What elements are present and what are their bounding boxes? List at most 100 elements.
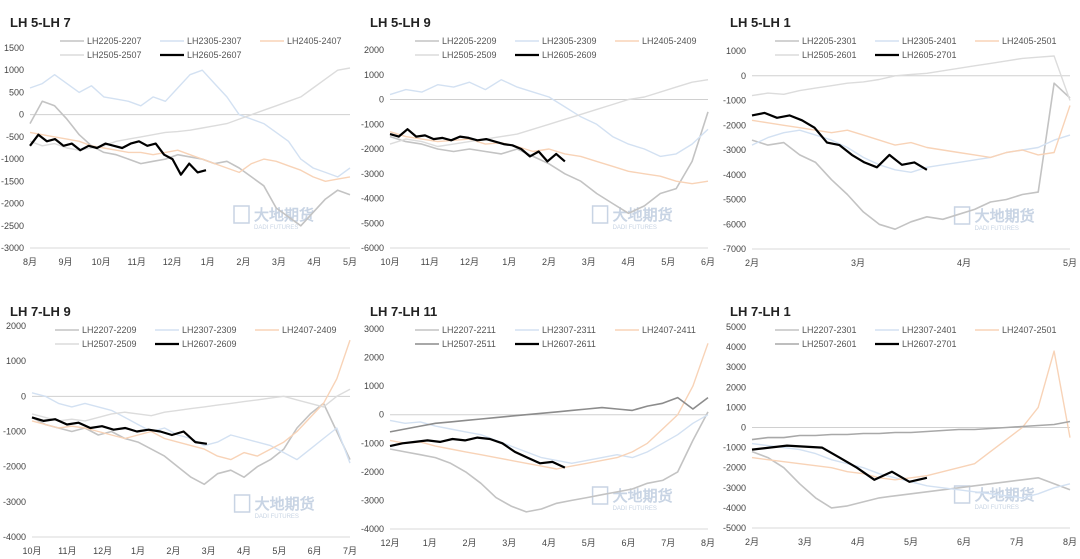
y-tick-label: -3000 <box>361 495 384 505</box>
x-tick-label: 7月 <box>1010 537 1024 547</box>
x-tick-label: 2月 <box>745 537 759 547</box>
legend-label: LH2305-2309 <box>542 36 597 46</box>
series-line-lh2605-2701 <box>751 111 928 171</box>
legend-label: LH2205-2301 <box>802 36 857 46</box>
series-line-lh2305-2401 <box>751 129 1071 174</box>
x-tick-label: 12月 <box>380 538 399 548</box>
y-tick-label: 2000 <box>726 382 746 392</box>
watermark-text: 大地期货 <box>613 487 673 505</box>
y-tick-label: 5000 <box>726 322 746 332</box>
x-tick-label: 3月 <box>272 257 286 267</box>
x-tick-label: 2月 <box>166 546 180 556</box>
watermark-text: 大地期货 <box>254 206 314 224</box>
series-line-lh2407-2409 <box>31 339 351 461</box>
x-tick-label: 6月 <box>621 538 635 548</box>
chart-panel-5: LH 7-LH 11 3000 2000 1000 0 -1000 -2000 -3000 -4… <box>361 304 715 548</box>
legend-label: LH2307-2311 <box>542 325 596 335</box>
legend-label: LH2307-2401 <box>902 325 957 335</box>
y-tick-label: -6000 <box>361 243 384 253</box>
legend-label: LH2507-2511 <box>442 339 496 349</box>
x-tick-label: 4月 <box>621 257 635 267</box>
watermark-logo-icon <box>591 486 609 505</box>
y-tick-label: -5000 <box>723 195 746 205</box>
y-tick-label: -3000 <box>723 483 746 493</box>
x-tick-label: 6月 <box>957 537 971 547</box>
x-tick-label: 8月 <box>701 538 715 548</box>
series-line-lh2607-2609 <box>31 416 208 445</box>
y-tick-label: -6000 <box>723 219 746 229</box>
y-tick-label: -2500 <box>1 221 24 231</box>
series-line-lh2505-2509 <box>389 79 709 148</box>
y-tick-label: -4000 <box>3 532 26 542</box>
watermark-logo-icon <box>233 205 250 224</box>
x-tick-label: 5月 <box>582 538 596 548</box>
legend-label: LH2407-2409 <box>282 325 337 335</box>
series-line-lh2505-2507 <box>29 67 351 151</box>
y-tick-label: 1000 <box>4 65 24 75</box>
x-tick-label: 5月 <box>904 537 918 547</box>
chart-panel-3: LH 5-LH 1 1000 0 -1000 -2000 -3000 -4000 -5000 -… <box>723 15 1077 268</box>
x-tick-label: 8月 <box>23 257 37 267</box>
x-tick-label: 3月 <box>202 546 216 556</box>
legend-label: LH2407-2411 <box>642 325 696 335</box>
legend-label: LH2605-2609 <box>542 50 597 60</box>
x-tick-label: 12月 <box>93 546 112 556</box>
chart-title: LH 5-LH 7 <box>10 15 71 30</box>
y-tick-label: -1000 <box>723 96 746 106</box>
y-tick-label: -4000 <box>723 503 746 513</box>
y-tick-label: 1000 <box>364 381 384 391</box>
x-tick-label: 2月 <box>236 257 250 267</box>
series-line-lh2607-2701 <box>751 444 928 483</box>
x-tick-label: 3月 <box>798 537 812 547</box>
x-tick-label: 4月 <box>957 258 971 268</box>
x-tick-label: 5月 <box>661 257 675 267</box>
series-line-lh2605-2609 <box>389 128 566 163</box>
y-tick-label: 1000 <box>364 70 384 80</box>
x-tick-label: 1月 <box>423 538 437 548</box>
y-tick-label: 2000 <box>6 321 26 331</box>
legend-label: LH2407-2501 <box>1002 325 1057 335</box>
x-tick-label: 7月 <box>343 546 357 556</box>
y-tick-label: 1500 <box>4 43 24 53</box>
chart-title: LH 7-LH 11 <box>370 304 437 319</box>
legend-label: LH2305-2307 <box>187 36 242 46</box>
y-tick-label: -5000 <box>361 218 384 228</box>
watermark-logo-icon <box>953 485 971 504</box>
y-tick-label: 1000 <box>6 356 26 366</box>
series-line-lh2405-2407 <box>29 131 351 183</box>
legend-label: LH2305-2401 <box>902 36 957 46</box>
chart-title: LH 5-LH 9 <box>370 15 431 30</box>
y-tick-label: -1000 <box>361 119 384 129</box>
y-tick-label: -4000 <box>361 194 384 204</box>
y-tick-label: -5000 <box>723 523 746 533</box>
x-tick-label: 9月 <box>59 257 73 267</box>
watermark-subtext: DADI FUTURES <box>613 225 657 231</box>
legend-label: LH2505-2507 <box>87 50 142 60</box>
watermark-subtext: DADI FUTURES <box>254 225 298 231</box>
series-line-lh2607-2611 <box>389 436 566 469</box>
series-line-lh2405-2501 <box>751 105 1071 159</box>
y-tick-label: -2000 <box>361 467 384 477</box>
chart-panel-4: LH 7-LH 9 2000 1000 0 -1000 -2000 -3000 -4000 10… <box>3 304 357 556</box>
y-tick-label: 0 <box>19 110 24 120</box>
y-tick-label: 1000 <box>726 402 746 412</box>
y-tick-label: -3000 <box>723 145 746 155</box>
y-tick-label: 0 <box>379 95 384 105</box>
y-tick-label: -3000 <box>1 243 24 253</box>
x-tick-label: 6月 <box>701 257 715 267</box>
x-tick-label: 11月 <box>127 257 145 267</box>
series-line-lh2505-2601 <box>751 55 1071 101</box>
series-line-lh2605-2607 <box>29 133 207 176</box>
legend-label: LH2505-2601 <box>802 50 857 60</box>
series-line-lh2305-2309 <box>389 78 709 158</box>
y-tick-label: -2000 <box>1 199 24 209</box>
x-tick-label: 12月 <box>163 257 182 267</box>
x-tick-label: 3月 <box>502 538 516 548</box>
x-tick-label: 10月 <box>380 257 399 267</box>
x-tick-label: 4月 <box>851 537 865 547</box>
y-tick-label: 4000 <box>726 342 746 352</box>
y-tick-label: -500 <box>6 132 24 142</box>
legend-label: LH2607-2701 <box>902 339 957 349</box>
watermark-text: 大地期货 <box>613 206 673 224</box>
x-tick-label: 3月 <box>582 257 596 267</box>
